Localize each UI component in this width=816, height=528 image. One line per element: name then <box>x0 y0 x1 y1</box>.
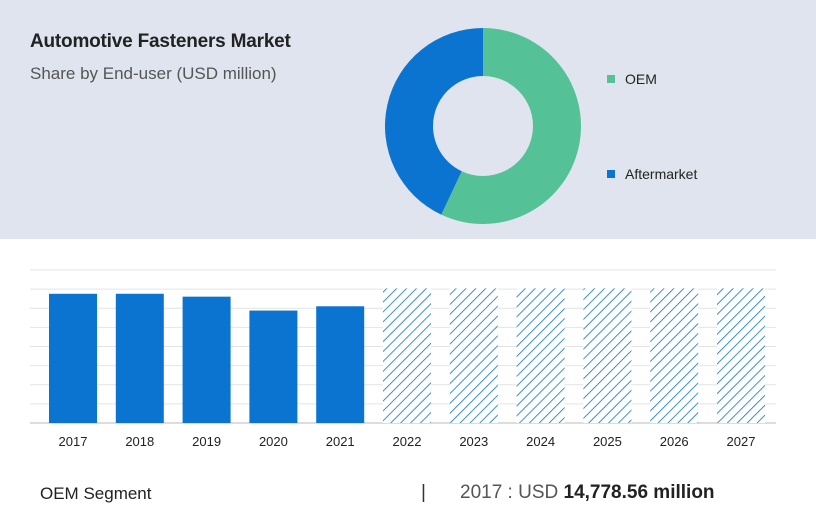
donut-chart <box>385 28 581 224</box>
legend-label-oem: OEM <box>625 71 657 87</box>
legend-item-oem: OEM <box>607 71 657 87</box>
legend-swatch-oem <box>607 75 615 83</box>
footer-value-amount: 14,778.56 million <box>563 482 715 503</box>
chart-subtitle: Share by End-user (USD million) <box>30 64 277 83</box>
legend-swatch-aftermarket <box>607 170 615 178</box>
forecast-bar-2022 <box>383 288 431 423</box>
legend-label-aftermarket: Aftermarket <box>625 166 698 182</box>
x-tick-label: 2019 <box>192 434 221 449</box>
x-tick-label: 2020 <box>259 434 288 449</box>
forecast-bar-2023 <box>449 288 498 423</box>
bar-2020 <box>249 310 298 423</box>
x-tick-label: 2018 <box>125 434 154 449</box>
footer-year-prefix: 2017 : USD <box>460 482 564 503</box>
x-tick-label: 2027 <box>727 434 756 449</box>
bar-2019 <box>182 296 231 423</box>
chart-title: Automotive Fasteners Market <box>30 31 291 52</box>
donut-slice-oem <box>441 28 581 224</box>
forecast-bar-2025 <box>583 288 632 423</box>
x-tick-label: 2024 <box>526 434 555 449</box>
x-tick-label: 2022 <box>393 434 422 449</box>
legend-item-aftermarket: Aftermarket <box>607 166 697 182</box>
x-tick-label: 2021 <box>326 434 355 449</box>
donut-slice-aftermarket <box>385 28 483 215</box>
footer-divider: | <box>421 482 426 503</box>
x-tick-label: 2026 <box>660 434 689 449</box>
forecast-bar-2024 <box>516 288 565 423</box>
bar-2021 <box>316 306 365 423</box>
x-tick-label: 2017 <box>59 434 88 449</box>
bar-chart: 2017 2018 2019 2020 2021 2022 2023 2024 2025 2026… <box>30 269 776 449</box>
forecast-bar-2026 <box>650 288 699 423</box>
x-tick-label: 2023 <box>459 434 488 449</box>
footer-value: 2017 : USD 14,778.56 million <box>460 482 715 504</box>
footer-segment-label: OEM Segment <box>40 484 152 503</box>
bar-2017 <box>49 293 97 423</box>
x-tick-label: 2025 <box>593 434 622 449</box>
forecast-bar-2027 <box>717 288 765 423</box>
bar-2018 <box>115 293 164 423</box>
